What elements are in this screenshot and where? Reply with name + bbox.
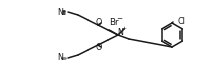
Text: −: −	[116, 16, 123, 22]
Text: O: O	[96, 17, 102, 26]
Text: N: N	[117, 27, 123, 36]
Text: Br: Br	[109, 17, 119, 26]
Text: N: N	[57, 8, 63, 16]
Text: O: O	[96, 44, 102, 52]
Text: N: N	[57, 54, 63, 62]
Text: Cl: Cl	[178, 16, 186, 25]
Text: +: +	[121, 26, 126, 31]
